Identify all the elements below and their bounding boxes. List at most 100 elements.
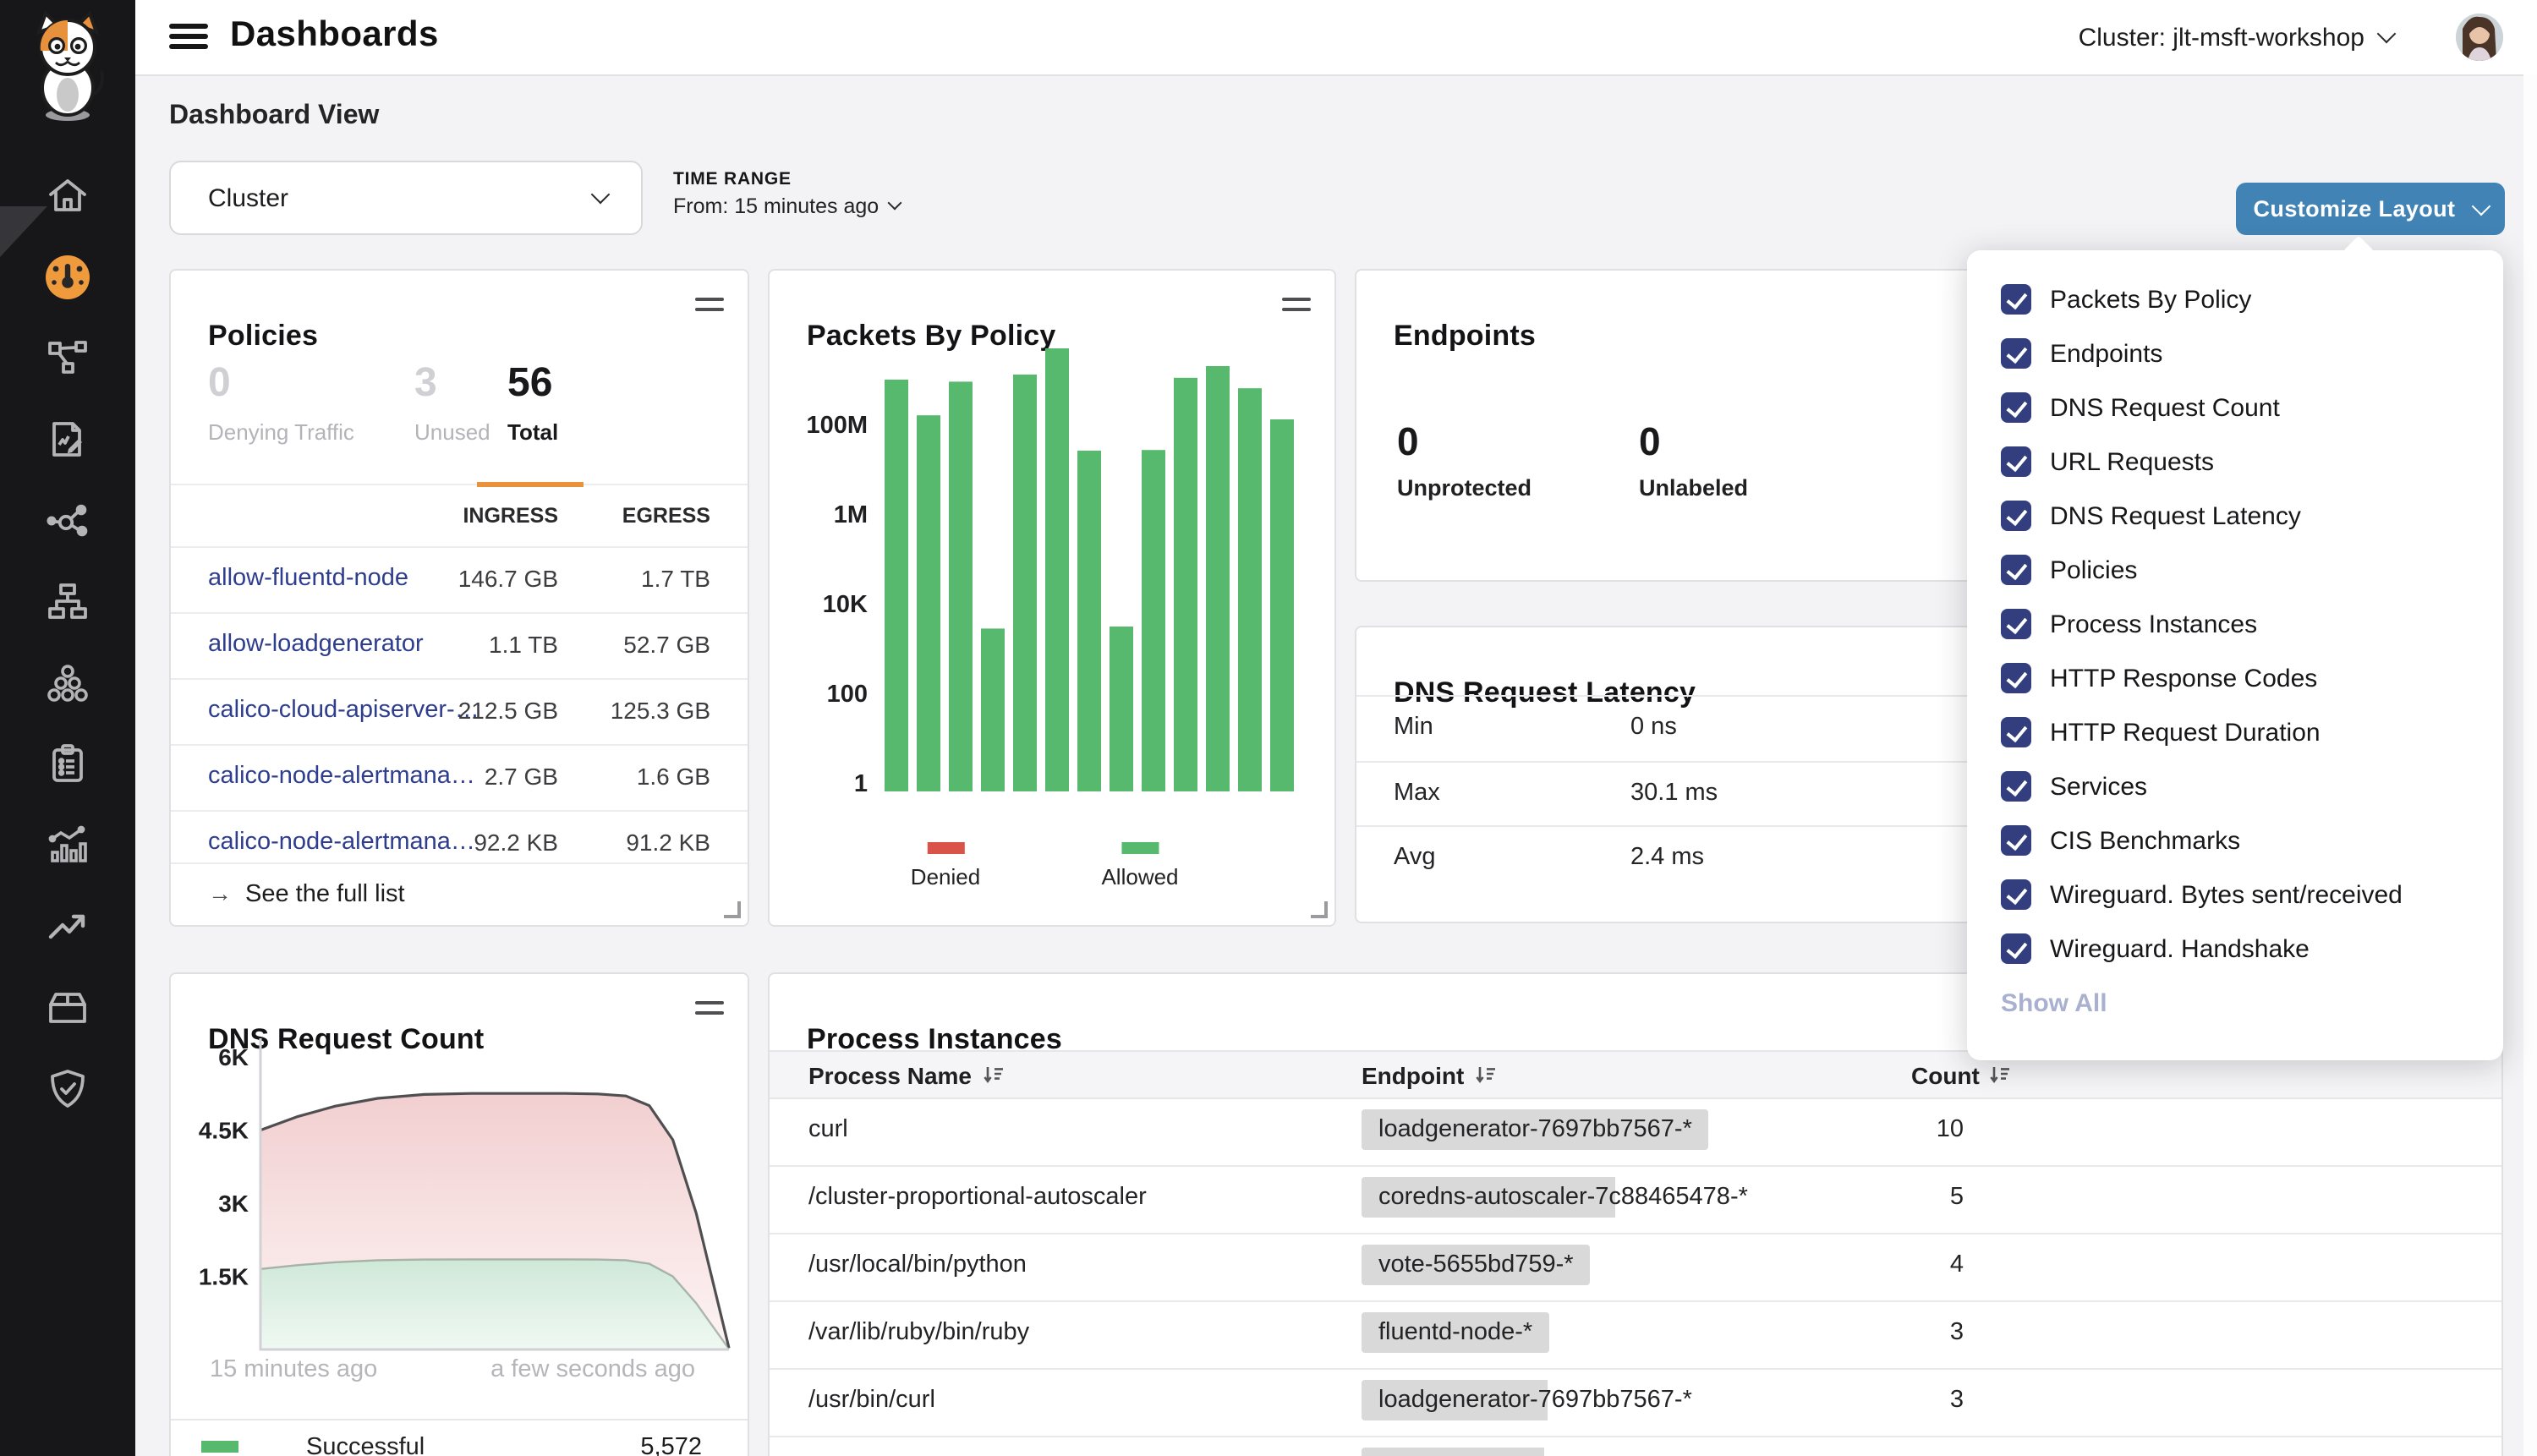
- sidebar-item-dashboards-active[interactable]: [0, 237, 135, 318]
- policy-ingress-value: 212.5 GB: [458, 697, 558, 724]
- checkbox-checked-icon[interactable]: [2001, 501, 2031, 531]
- sidebar-item-statistics[interactable]: [0, 805, 135, 886]
- dns-latency-rows: Min 0 ns Max 30.1 ms Avg 2.4 ms: [1356, 695, 2501, 890]
- network-topology-icon: [46, 337, 90, 380]
- legend-label: Allowed: [1101, 864, 1179, 889]
- customize-menu-item[interactable]: HTTP Response Codes: [1967, 651, 2503, 705]
- customize-menu-item[interactable]: Packets By Policy: [1967, 272, 2503, 326]
- workloads-icon: [46, 661, 90, 705]
- legend-item-allowed[interactable]: Allowed: [1101, 842, 1179, 889]
- dashboard-view-select[interactable]: Cluster: [169, 161, 643, 235]
- sort-icon: [983, 1067, 1003, 1083]
- customize-layout-menu: Packets By Policy Endpoints DNS Request Co…: [1967, 235, 2503, 1060]
- resize-handle-icon[interactable]: [1311, 901, 1328, 918]
- page-title: Dashboards: [230, 15, 439, 54]
- dns-count-card-title: DNS Request Count: [208, 1023, 485, 1055]
- sidebar-item-workloads[interactable]: [0, 643, 135, 724]
- endpoint-chip: loadgenerator-7697bb7567-*: [1362, 1109, 1709, 1150]
- dns-legend-row: Successful 5,572: [171, 1419, 748, 1456]
- checkbox-checked-icon[interactable]: [2001, 284, 2031, 315]
- customize-menu-item-label: HTTP Request Duration: [2050, 718, 2321, 747]
- checkbox-checked-icon[interactable]: [2001, 771, 2031, 802]
- process-table-row: curl loadgenerator-7697bb7567-* 10: [770, 1099, 2501, 1167]
- checkbox-checked-icon[interactable]: [2001, 717, 2031, 747]
- policy-name-link[interactable]: calico-node-alertmana…: [208, 829, 475, 856]
- customize-menu-item-label: Wireguard. Handshake: [2050, 934, 2310, 963]
- sidebar-item-trends[interactable]: [0, 886, 135, 967]
- customize-layout-button[interactable]: Customize Layout: [2236, 183, 2505, 235]
- stat-unused[interactable]: 3 Unused: [414, 360, 490, 445]
- policy-name-link[interactable]: calico-node-alertmana…: [208, 763, 475, 790]
- customize-menu-item[interactable]: Policies: [1967, 543, 2503, 597]
- process-count: 10: [1936, 1116, 1964, 1143]
- customize-menu-item[interactable]: DNS Request Latency: [1967, 489, 2503, 543]
- network-sets-icon: [46, 580, 90, 624]
- sidebar-item-network-sets[interactable]: [0, 561, 135, 643]
- sidebar-item-home[interactable]: [0, 156, 135, 237]
- policy-ingress-value: 92.2 KB: [474, 829, 558, 856]
- time-range-label: TIME RANGE: [673, 169, 792, 189]
- customize-menu-item[interactable]: Services: [1967, 759, 2503, 813]
- hamburger-menu-icon[interactable]: [169, 24, 208, 51]
- calico-cat-logo: [20, 10, 115, 122]
- endpoint-chip: vote-5655bd759-*: [1362, 1245, 1591, 1285]
- see-full-list-link[interactable]: → See the full list: [208, 879, 405, 908]
- endpoint-chip: compliance-benchmarker-*: [1362, 1448, 1689, 1456]
- customize-menu-item[interactable]: HTTP Request Duration: [1967, 705, 2503, 759]
- customize-menu-item[interactable]: CIS Benchmarks: [1967, 813, 2503, 868]
- checkbox-checked-icon[interactable]: [2001, 825, 2031, 856]
- legend-item-denied[interactable]: Denied: [911, 842, 980, 889]
- policy-egress-value: 52.7 GB: [623, 631, 710, 658]
- sidebar-item-policies[interactable]: [0, 399, 135, 480]
- process-name: /var/lib/ruby/bin/ruby: [808, 1319, 1030, 1346]
- endpoint-chip: fluentd-node-*: [1362, 1312, 1550, 1353]
- checkbox-checked-icon[interactable]: [2001, 663, 2031, 693]
- sidebar-item-packages[interactable]: [0, 967, 135, 1048]
- cluster-selector[interactable]: Cluster: jlt-msft-workshop: [2079, 0, 2397, 74]
- checkbox-checked-icon[interactable]: [2001, 446, 2031, 477]
- checkbox-checked-icon[interactable]: [2001, 933, 2031, 964]
- column-header-endpoint[interactable]: Endpoint: [1362, 1062, 1496, 1089]
- checkbox-checked-icon[interactable]: [2001, 555, 2031, 585]
- sidebar-item-threat-defense[interactable]: [0, 1048, 135, 1130]
- checkbox-checked-icon[interactable]: [2001, 392, 2031, 423]
- column-header-process-name[interactable]: Process Name: [808, 1062, 1004, 1089]
- stat-total[interactable]: 56 Total: [507, 360, 559, 445]
- customize-menu-item[interactable]: Wireguard. Handshake: [1967, 922, 2503, 976]
- stat-denying-traffic[interactable]: 0 Denying Traffic: [208, 360, 354, 445]
- customize-menu-item[interactable]: URL Requests: [1967, 435, 2503, 489]
- drag-handle-icon[interactable]: [1282, 298, 1311, 317]
- policy-name-link[interactable]: calico-cloud-apiserver-…: [208, 697, 479, 724]
- sort-icon: [1991, 1067, 2010, 1083]
- customize-menu-item[interactable]: DNS Request Count: [1967, 380, 2503, 435]
- drag-handle-icon[interactable]: [695, 1001, 724, 1021]
- policy-name-link[interactable]: allow-fluentd-node: [208, 565, 408, 592]
- policies-stats: 0 Denying Traffic 3 Unused 56 Total: [171, 352, 748, 487]
- sidebar-item-service-graph[interactable]: [0, 480, 135, 561]
- sidebar-item-network[interactable]: [0, 318, 135, 399]
- customize-menu-item[interactable]: Wireguard. Bytes sent/received: [1967, 868, 2503, 922]
- sidebar-item-compliance[interactable]: [0, 724, 135, 805]
- drag-handle-icon[interactable]: [695, 298, 724, 317]
- policies-table-row: calico-node-alertmana… 2.7 GB 1.6 GB: [171, 744, 748, 810]
- active-stat-underline: [477, 481, 584, 487]
- process-table-row: /cluster-proportional-autoscaler coredns-…: [770, 1167, 2501, 1234]
- checkbox-checked-icon[interactable]: [2001, 879, 2031, 910]
- customize-menu-item-label: URL Requests: [2050, 447, 2214, 476]
- checkbox-checked-icon[interactable]: [2001, 338, 2031, 369]
- customize-menu-item[interactable]: Endpoints: [1967, 326, 2503, 380]
- customize-menu-item[interactable]: Process Instances: [1967, 597, 2503, 651]
- trending-up-icon: [46, 905, 90, 949]
- checkbox-checked-icon[interactable]: [2001, 609, 2031, 639]
- resize-handle-icon[interactable]: [724, 901, 741, 918]
- dashboard-view-select-value: Cluster: [208, 183, 289, 212]
- time-range-value[interactable]: From: 15 minutes ago: [673, 194, 901, 218]
- scrollbar-track[interactable]: [2523, 74, 2537, 1456]
- process-table-row: /usr/bin/kube-bench compliance-benchmarke…: [770, 1437, 2501, 1456]
- show-all-link[interactable]: Show All: [2001, 989, 2107, 1018]
- legend-value-successful: 5,572: [640, 1434, 702, 1456]
- latency-label: Avg: [1394, 844, 1436, 871]
- user-avatar[interactable]: [2456, 14, 2503, 61]
- column-header-count[interactable]: Count: [1911, 1062, 2012, 1089]
- policy-name-link[interactable]: allow-loadgenerator: [208, 631, 424, 658]
